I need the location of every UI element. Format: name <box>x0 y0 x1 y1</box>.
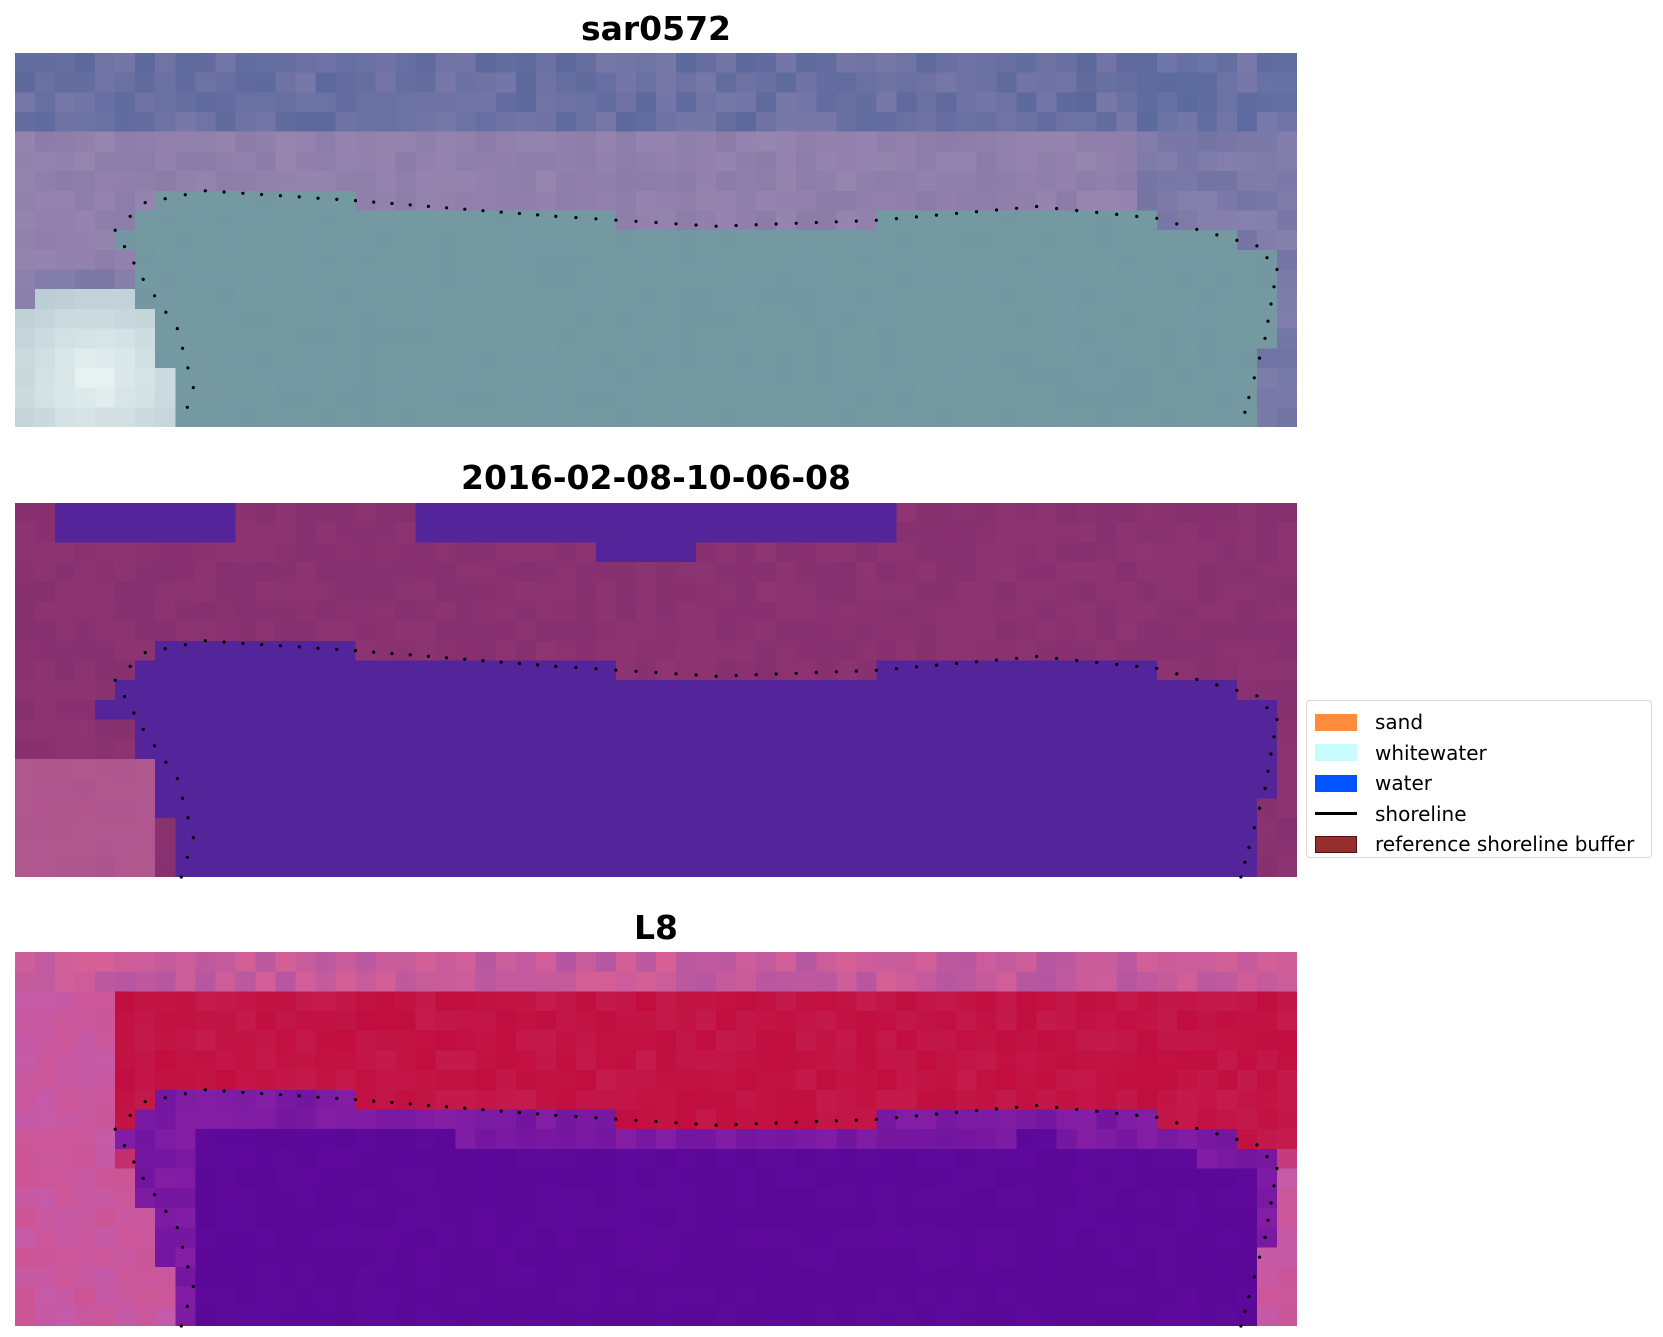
legend-entry-whitewater: whitewater <box>1315 738 1651 769</box>
panel-title-date: 2016-02-08-10-06-08 <box>461 458 851 497</box>
legend-swatch-whitewater <box>1315 744 1357 762</box>
classified-image <box>15 503 1297 877</box>
panel-title-satellite: L8 <box>634 908 678 947</box>
legend-swatch-sand <box>1315 713 1357 731</box>
legend-swatch-water <box>1315 774 1357 792</box>
legend-label-reference-shoreline-buffer: reference shoreline buffer <box>1375 832 1635 857</box>
legend-label-sand: sand <box>1375 710 1424 735</box>
legend: sand whitewater water shoreline referenc… <box>1306 700 1652 858</box>
legend-swatch-reference-shoreline-buffer <box>1315 835 1357 853</box>
legend-label-whitewater: whitewater <box>1375 740 1487 765</box>
legend-entry-water: water <box>1315 768 1651 799</box>
legend-label-shoreline: shoreline <box>1375 801 1467 826</box>
legend-entry-sand: sand <box>1315 707 1651 738</box>
legend-label-water: water <box>1375 771 1432 796</box>
panel-title-image-name: sar0572 <box>580 9 732 48</box>
rgb-composite-image <box>15 53 1297 427</box>
legend-entry-shoreline: shoreline <box>1315 799 1651 830</box>
legend-entry-reference-shoreline-buffer: reference shoreline buffer <box>1315 829 1651 860</box>
legend-swatch-shoreline <box>1315 812 1357 816</box>
index-image <box>15 952 1297 1326</box>
